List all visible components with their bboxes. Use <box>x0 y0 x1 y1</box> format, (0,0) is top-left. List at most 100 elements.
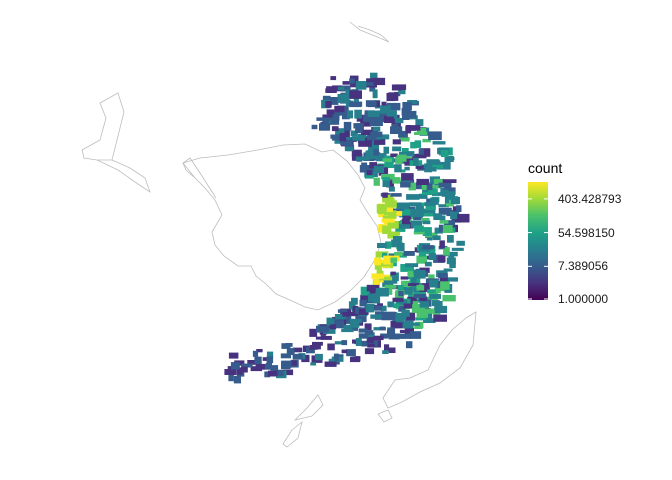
heatmap-cell <box>359 165 374 173</box>
heatmap-cell <box>447 235 454 243</box>
heatmap-cell <box>369 86 376 92</box>
heatmap-cell <box>375 288 389 297</box>
heatmap-cell <box>341 340 348 346</box>
heatmap-cell <box>348 301 356 310</box>
heatmap-cell <box>326 317 334 326</box>
heatmap-cell <box>385 158 394 167</box>
heatmap-cell <box>268 370 278 377</box>
heatmap-cell <box>407 283 420 287</box>
heatmap-cell <box>413 231 425 235</box>
heatmap-cell <box>419 296 427 301</box>
heatmap-cell <box>402 215 412 220</box>
heatmap-cell <box>228 352 239 359</box>
heatmap-cell <box>337 309 348 313</box>
heatmap-cell <box>382 197 395 203</box>
heatmap-cell <box>327 116 340 125</box>
heatmap-cell <box>415 317 427 321</box>
heatmap-cell <box>411 303 426 313</box>
heatmap-cell <box>433 178 445 184</box>
heatmap-cell <box>382 252 387 258</box>
heatmap-cell <box>444 181 452 190</box>
heatmap-cell <box>427 289 436 294</box>
heatmap-cell <box>396 202 408 210</box>
heatmap-cell <box>456 240 465 246</box>
heatmap-cell <box>428 131 442 141</box>
heatmap-cell <box>292 353 303 360</box>
heatmap-cell <box>402 102 412 111</box>
heatmap-cell <box>381 101 387 106</box>
heatmap-cell <box>377 303 383 307</box>
heatmap-cell <box>373 279 380 286</box>
heatmap-cell <box>451 247 464 251</box>
heatmap-cell <box>416 178 429 185</box>
heatmap-cell <box>410 125 421 131</box>
heatmap-cell <box>386 110 397 117</box>
heatmap-cell <box>390 320 404 329</box>
heatmap-cell <box>380 105 391 113</box>
heatmap-cell <box>391 84 402 91</box>
heatmap-cell <box>402 113 410 120</box>
heatmap-cell <box>351 319 362 324</box>
heatmap-cell <box>445 251 458 257</box>
heatmap-cell <box>385 241 392 249</box>
heatmap-cell <box>418 148 424 155</box>
heatmap-cell <box>406 194 420 200</box>
heatmap-cell <box>367 343 375 348</box>
heatmap-cell <box>311 124 318 130</box>
heatmap-cell <box>383 277 398 284</box>
heatmap-cell <box>384 344 390 353</box>
heatmap-cell <box>390 257 398 263</box>
heatmap-cell <box>325 101 332 108</box>
heatmap-cell <box>397 224 410 229</box>
heatmap-cell <box>374 257 382 266</box>
heatmap-cell <box>376 269 382 276</box>
heatmap-cell <box>346 349 356 357</box>
heatmap-cell <box>364 323 372 331</box>
heatmap-cell <box>397 285 404 293</box>
heatmap-cell <box>443 268 453 272</box>
heatmap-cell <box>374 113 389 123</box>
heatmap-cell <box>429 279 438 288</box>
heatmap-cell <box>372 89 378 99</box>
heatmap-cell <box>418 193 428 199</box>
heatmap-cell <box>428 274 435 280</box>
legend-label: 7.389056 <box>558 259 609 274</box>
heatmap-cell <box>424 261 432 267</box>
heatmap-cell <box>400 276 409 280</box>
heatmap-cell <box>375 305 382 311</box>
heatmap-cell <box>438 207 452 215</box>
heatmap-cell <box>326 97 339 105</box>
heatmap-cell <box>382 177 390 181</box>
new-zealand-coastline <box>282 394 324 448</box>
heatmap-cell <box>420 148 431 157</box>
heatmap-cell <box>391 239 402 248</box>
heatmap-cell <box>444 220 456 226</box>
heatmap-cell <box>422 227 432 236</box>
antarctic-peninsula-coastline <box>182 157 217 199</box>
heatmap-cell <box>342 311 351 317</box>
heatmap-cell <box>425 248 436 255</box>
heatmap-cell <box>315 336 323 340</box>
heatmap-cell <box>230 362 240 370</box>
heatmap-cell <box>398 305 406 312</box>
heatmap-cell <box>456 205 462 212</box>
heatmap-cell <box>320 335 332 340</box>
heatmap-cell <box>403 303 413 309</box>
heatmap-cell <box>445 187 456 195</box>
heatmap-cell <box>405 110 417 119</box>
heatmap-cell <box>393 236 403 241</box>
heatmap-cell <box>438 273 448 278</box>
heatmap-cell <box>224 369 237 375</box>
heatmap-cell <box>381 311 396 321</box>
heatmap-cell <box>401 280 414 290</box>
heatmap-cell <box>457 213 470 223</box>
heatmap-cell <box>405 263 419 268</box>
heatmap-cell <box>360 118 372 127</box>
legend-title: count <box>528 160 563 176</box>
heatmap-cell <box>324 361 337 367</box>
heatmap-cell <box>342 81 352 85</box>
heatmap-cell <box>437 161 451 170</box>
heatmap-cell <box>439 240 445 249</box>
heatmap-cell <box>339 133 347 142</box>
